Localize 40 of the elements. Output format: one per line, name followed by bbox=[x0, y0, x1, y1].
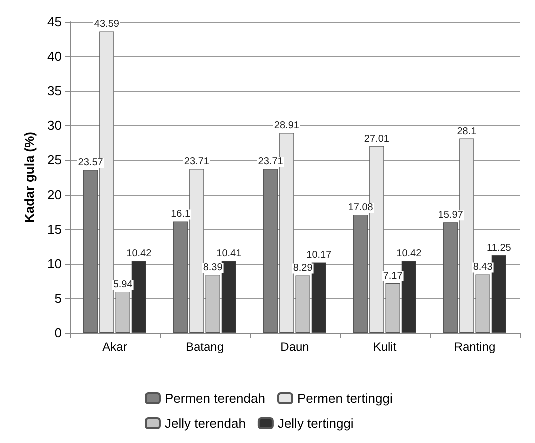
y-tick-label: 15 bbox=[48, 222, 62, 237]
legend-label: Permen terendah bbox=[165, 391, 266, 406]
data-label: 10.17 bbox=[306, 250, 332, 262]
y-tick-label: 45 bbox=[48, 14, 62, 30]
data-label: 7.17 bbox=[383, 270, 404, 282]
y-tick-label: 25 bbox=[48, 152, 62, 168]
y-axis-title: Kadar gula (%) bbox=[22, 132, 37, 224]
y-tick-label: 0 bbox=[54, 326, 62, 340]
y-tick-label: 30 bbox=[48, 118, 62, 134]
data-label: 5.94 bbox=[113, 279, 134, 290]
x-tick-label: Batang bbox=[186, 340, 224, 354]
legend-label: Jelly terendah bbox=[165, 416, 246, 431]
data-label: 11.25 bbox=[487, 242, 512, 254]
y-tick-label: 10 bbox=[48, 256, 62, 272]
x-tick-label: Daun bbox=[280, 340, 310, 354]
data-label: 43.59 bbox=[94, 19, 120, 30]
data-label: 8.39 bbox=[203, 262, 224, 274]
x-tick-label: Ranting bbox=[454, 340, 496, 354]
data-label: 8.29 bbox=[293, 263, 314, 274]
data-label: 16.1 bbox=[171, 209, 191, 220]
x-tick-label: Kulit bbox=[373, 340, 398, 354]
data-label: 15.97 bbox=[438, 210, 464, 222]
legend-label: Permen tertinggi bbox=[297, 391, 393, 406]
data-label: 23.71 bbox=[258, 156, 284, 168]
y-tick-label: 5 bbox=[54, 290, 62, 306]
data-label: 28.91 bbox=[274, 120, 300, 132]
y-tick-label: 35 bbox=[48, 84, 62, 99]
data-label: 27.01 bbox=[364, 134, 390, 145]
data-label: 23.71 bbox=[184, 156, 210, 168]
data-label: 10.41 bbox=[216, 248, 242, 260]
data-label: 8.43 bbox=[473, 262, 494, 274]
data-label: 28.1 bbox=[457, 126, 478, 138]
x-tick-label: Akar bbox=[102, 340, 128, 354]
data-label: 10.42 bbox=[396, 248, 422, 260]
data-label: 17.08 bbox=[348, 202, 374, 214]
data-label: 10.42 bbox=[126, 248, 152, 260]
y-tick-label: 40 bbox=[48, 49, 62, 64]
legend-label: Jelly tertinggi bbox=[278, 416, 354, 431]
data-label: 23.57 bbox=[78, 158, 104, 169]
y-tick-label: 20 bbox=[48, 187, 62, 202]
